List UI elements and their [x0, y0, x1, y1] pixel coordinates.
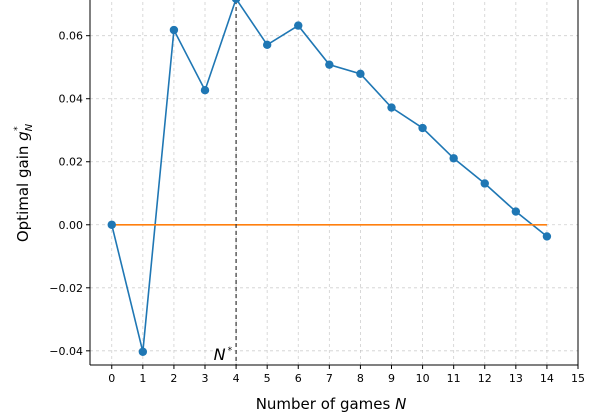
x-tick-label: 10: [416, 372, 430, 385]
y-tick-label: 0.04: [59, 93, 84, 106]
y-axis-title: Optimal gain gN*: [13, 123, 35, 242]
x-tick-label: 12: [478, 372, 492, 385]
x-tick-label: 0: [108, 372, 115, 385]
optimal-n-annotation-text: N: [214, 345, 226, 364]
y-tick-label: 0.06: [59, 30, 84, 43]
x-tick-label: 3: [202, 372, 209, 385]
data-point: [201, 86, 209, 94]
x-tick-label: 9: [388, 372, 395, 385]
optimal-n-annotation: N *: [214, 345, 233, 364]
x-tick-label: 1: [139, 372, 146, 385]
x-tick-label: 15: [571, 372, 585, 385]
y-tick-label: −0.02: [49, 282, 83, 295]
data-point: [108, 221, 116, 229]
x-tick-label: 6: [295, 372, 302, 385]
y-axis-title-superscript: *: [13, 126, 23, 131]
x-tick-label: 4: [233, 372, 240, 385]
optimal-n-annotation-superscript: *: [228, 346, 233, 356]
data-point: [418, 124, 426, 132]
x-axis-title-text: Number of games: [256, 395, 395, 413]
x-axis-title-variable: N: [395, 395, 406, 413]
data-point: [481, 179, 489, 187]
data-point: [449, 154, 457, 162]
y-axis-title-variable: g: [14, 131, 32, 141]
data-point: [294, 21, 302, 29]
y-axis-title-text: Optimal gain: [14, 141, 32, 242]
x-tick-label: 14: [540, 372, 554, 385]
data-point: [263, 41, 271, 49]
y-tick-label: −0.04: [49, 345, 83, 358]
data-point: [543, 232, 551, 240]
data-point: [387, 103, 395, 111]
x-tick-label: 8: [357, 372, 364, 385]
data-point: [512, 207, 520, 215]
plot-area: [90, 0, 578, 365]
x-tick-label: 13: [509, 372, 523, 385]
data-point: [139, 348, 147, 356]
data-point: [356, 70, 364, 78]
x-tick-label: 2: [170, 372, 177, 385]
x-tick-label: 7: [326, 372, 333, 385]
data-point: [170, 26, 178, 34]
x-tick-label: 5: [264, 372, 271, 385]
x-tick-label: 11: [447, 372, 461, 385]
data-point: [325, 60, 333, 68]
y-axis-title-subscript: N: [24, 123, 35, 131]
y-tick-label: 0.02: [59, 156, 84, 169]
y-tick-label: 0.00: [59, 219, 84, 232]
x-axis-title: Number of games N: [256, 395, 407, 413]
